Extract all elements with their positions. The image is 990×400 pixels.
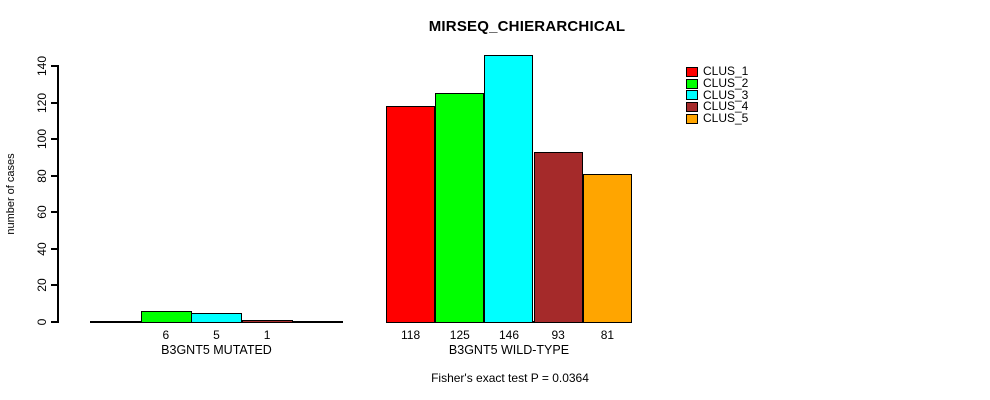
y-tick xyxy=(51,65,59,67)
bar-CLUS_4 xyxy=(534,152,583,323)
y-tick xyxy=(51,247,59,250)
legend-label: CLUS_1 xyxy=(703,64,749,79)
footnote-pvalue: Fisher's exact test P = 0.0364 xyxy=(431,371,589,385)
bar-value-label: 118 xyxy=(401,328,421,342)
legend-item: CLUS_3 xyxy=(686,89,748,101)
bar-CLUS_3 xyxy=(484,55,533,323)
y-tick xyxy=(51,138,59,141)
y-axis-title: number of cases xyxy=(5,153,17,235)
bar-CLUS_2 xyxy=(141,311,192,323)
y-tick xyxy=(51,321,59,323)
legend-item: CLUS_1 xyxy=(686,64,749,79)
chart-title: MIRSEQ_CHIERARCHICAL xyxy=(428,18,626,35)
y-tick-label: 100 xyxy=(35,129,49,150)
bar-value-label: 125 xyxy=(449,328,470,342)
group-label: B3GNT5 WILD-TYPE xyxy=(448,343,570,357)
y-tick xyxy=(51,101,59,104)
y-axis-line xyxy=(57,66,59,323)
y-tick-label: 0 xyxy=(35,318,49,326)
legend-swatch-CLUS_5 xyxy=(686,113,698,124)
legend-item: CLUS_4 xyxy=(686,99,749,114)
bar-value-label: 81 xyxy=(600,328,615,342)
y-tick-label: 20 xyxy=(35,278,49,293)
legend-swatch-CLUS_2 xyxy=(686,78,698,89)
bar-CLUS_2 xyxy=(435,93,484,323)
legend-swatch-CLUS_3 xyxy=(686,90,698,101)
legend-item: CLUS_2 xyxy=(686,76,749,91)
legend-label: CLUS_3 xyxy=(703,87,749,102)
y-tick-label: 80 xyxy=(35,169,49,183)
y-tick-label: 40 xyxy=(35,242,49,256)
legend-swatch-CLUS_1 xyxy=(686,66,698,77)
legend-label: CLUS_4 xyxy=(703,99,749,114)
bar-CLUS_1 xyxy=(386,106,435,323)
bar-value-label: 146 xyxy=(498,328,520,342)
bar-CLUS_4 xyxy=(242,320,293,323)
legend: CLUS_1 CLUS_2 CLUS_3 CLUS_4 CLUS_5 xyxy=(686,64,749,126)
bar-value-label: 1 xyxy=(263,328,271,342)
y-tick xyxy=(51,284,59,287)
y-tick xyxy=(51,211,59,214)
bar-value-label: 5 xyxy=(213,328,220,342)
y-tick xyxy=(51,174,59,177)
group-label: B3GNT5 MUTATED xyxy=(161,343,272,357)
legend-label: CLUS_2 xyxy=(703,76,749,91)
bar-value-label: 6 xyxy=(162,328,170,342)
bar-CLUS_5 xyxy=(583,174,632,323)
y-tick-label: 60 xyxy=(35,205,49,219)
legend-item: CLUS_5 xyxy=(686,111,749,126)
y-tick-label: 120 xyxy=(35,92,49,113)
legend-swatch-CLUS_4 xyxy=(686,101,698,112)
y-tick-label: 140 xyxy=(35,55,49,77)
legend-label: CLUS_5 xyxy=(703,111,749,126)
bar-CLUS_3 xyxy=(191,313,242,323)
bar-value-label: 93 xyxy=(551,328,565,342)
